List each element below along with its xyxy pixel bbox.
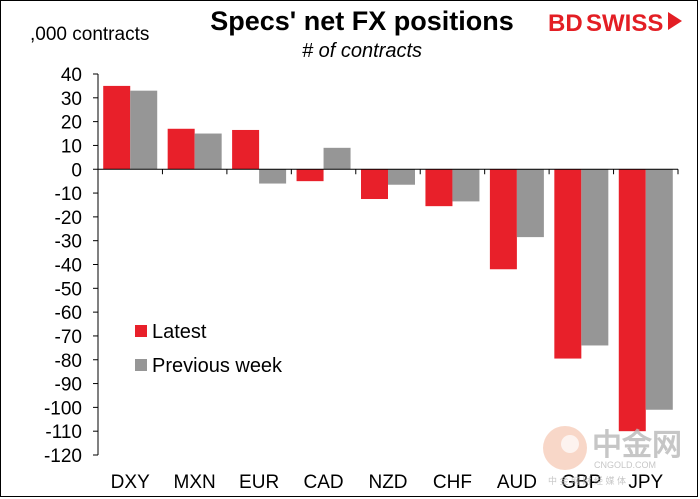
bar-previous-week-gbp: [581, 169, 609, 346]
y-tick-label: -50: [55, 279, 82, 300]
bar-latest-cad: [296, 169, 324, 182]
bar-latest-nzd: [361, 169, 388, 200]
x-category-label-jpy: JPY: [628, 472, 663, 493]
y-axis-unit-label: ,000 contracts: [30, 24, 149, 45]
bar-previous-week-jpy: [645, 169, 673, 410]
bars-layer: [103, 85, 673, 432]
y-tick-label: 40: [61, 65, 82, 86]
chart-title: Specs' net FX positions: [210, 6, 513, 36]
bar-previous-week-mxn: [194, 133, 222, 170]
bar-latest-eur: [232, 129, 260, 170]
watermark-logo-inner-icon: [561, 435, 579, 453]
y-tick-label: -120: [44, 446, 82, 467]
y-tick-label: -110: [45, 422, 82, 443]
x-category-label-mxn: MXN: [174, 472, 216, 493]
watermark-domain: CNGOLD.COM: [594, 460, 656, 470]
x-category-label-gbp: GBP: [561, 472, 601, 493]
logo-arrow-icon: [668, 12, 682, 30]
x-category-labels: DXY MXN EUR CAD NZD CHF AUD GBP JPY: [111, 472, 664, 493]
y-tick-label: -20: [55, 208, 82, 229]
x-category-label-chf: CHF: [433, 472, 472, 493]
bar-latest-jpy: [618, 169, 646, 432]
brand-logo: BD SWISS: [548, 10, 682, 37]
x-category-label-cad: CAD: [303, 472, 343, 493]
legend-label-latest: Latest: [152, 321, 207, 343]
x-category-label-dxy: DXY: [111, 472, 150, 493]
logo-bd-text: BD: [548, 10, 583, 37]
y-tick-label: -60: [55, 303, 82, 324]
bar-latest-mxn: [167, 128, 195, 170]
watermark: 中金网 CNGOLD.COM 中 金 网 财 经 媒 体: [543, 426, 682, 486]
axes-layer: [93, 73, 679, 456]
bar-previous-week-dxy: [130, 90, 158, 170]
bar-previous-week-aud: [516, 169, 544, 238]
y-tick-label: 30: [61, 89, 82, 110]
y-tick-label: -80: [55, 351, 82, 372]
bar-previous-week-eur: [259, 169, 287, 184]
watermark-sub: 中 金 网 财 经 媒 体: [548, 475, 626, 486]
x-category-label-eur: EUR: [239, 472, 279, 493]
bar-previous-week-chf: [452, 169, 480, 202]
legend-swatch-latest: [135, 325, 147, 337]
bar-latest-gbp: [554, 169, 582, 359]
legend: Latest Previous week: [135, 321, 283, 377]
logo-swiss-text: SWISS: [586, 10, 663, 37]
y-tick-label: -100: [44, 398, 82, 419]
bar-previous-week-nzd: [388, 169, 415, 185]
y-tick-label: -30: [55, 232, 82, 253]
x-category-label-nzd: NZD: [368, 472, 407, 493]
watermark-text: 中金网: [592, 428, 682, 462]
bar-latest-chf: [425, 169, 453, 207]
y-tick-label: -40: [55, 256, 82, 277]
y-tick-label: -10: [55, 184, 82, 205]
y-tick-label: 0: [71, 160, 82, 181]
bar-latest-aud: [489, 169, 517, 270]
y-tick-label: 20: [61, 113, 82, 134]
y-tick-label: 10: [61, 136, 82, 157]
chart-subtitle: # of contracts: [302, 40, 422, 62]
bar-latest-dxy: [103, 85, 131, 170]
legend-swatch-previous-week: [135, 359, 147, 371]
bar-previous-week-cad: [323, 147, 351, 170]
y-tick-label: -90: [55, 375, 82, 396]
legend-label-previous-week: Previous week: [152, 355, 283, 377]
x-category-label-aud: AUD: [497, 472, 537, 493]
y-tick-label: -70: [55, 327, 82, 348]
